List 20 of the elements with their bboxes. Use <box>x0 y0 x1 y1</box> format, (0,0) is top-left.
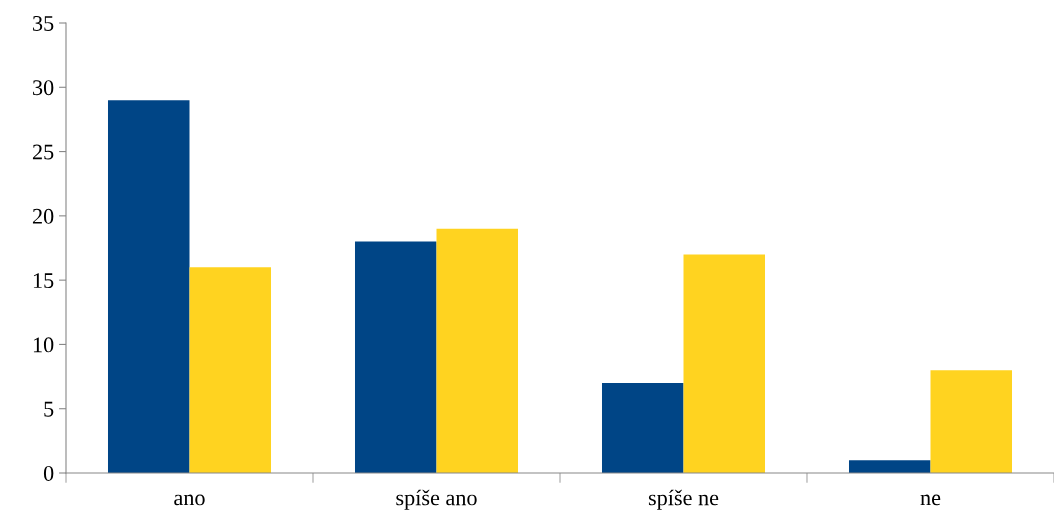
x-tick-label: spíše ano <box>396 489 477 510</box>
y-tick-label: 30 <box>33 80 54 96</box>
bar <box>354 241 437 473</box>
bar <box>436 228 519 473</box>
x-tick-label: ano <box>174 494 205 506</box>
bar <box>848 460 931 473</box>
y-tick-label: 35 <box>33 15 54 31</box>
y-tick-label: 25 <box>32 144 54 160</box>
y-tick-label: 20 <box>32 208 54 224</box>
bar <box>107 100 190 473</box>
y-tick-label: 15 <box>33 273 54 289</box>
bar <box>189 267 272 473</box>
bar <box>930 370 1013 473</box>
y-tick-label: 0 <box>43 465 54 481</box>
x-tick-label: ne <box>920 494 941 506</box>
y-tick-label: 5 <box>44 401 54 417</box>
x-tick-label: spíše ne <box>648 489 719 510</box>
bar <box>683 254 766 473</box>
bar <box>601 383 684 473</box>
y-tick-label: 10 <box>33 337 54 353</box>
